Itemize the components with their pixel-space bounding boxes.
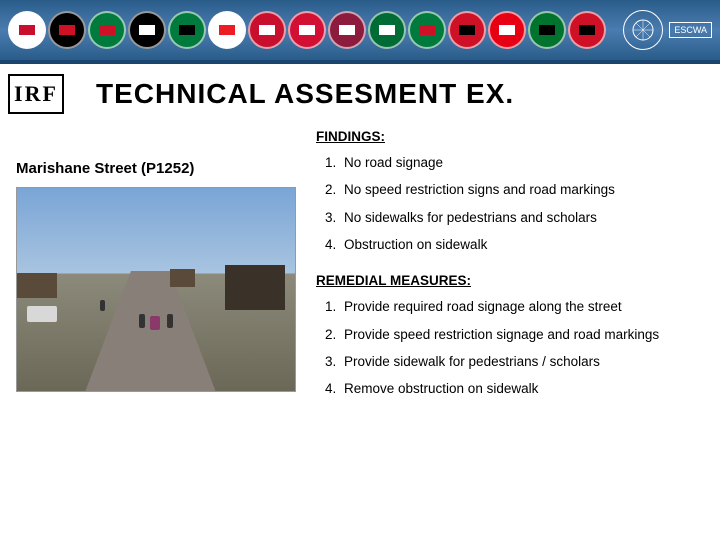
remedial-heading: REMEDIAL MEASURES: [316, 272, 702, 290]
flag-icon [328, 11, 366, 49]
right-column: FINDINGS: No road signage No speed restr… [316, 128, 702, 407]
list-item: Provide sidewalk for pedestrians / schol… [340, 353, 702, 371]
list-item: Provide required road signage along the … [340, 298, 702, 316]
flag-icon [168, 11, 206, 49]
page-title: TECHNICAL ASSESMENT EX. [96, 78, 514, 110]
flag-strip [8, 11, 606, 49]
flag-icon [88, 11, 126, 49]
top-banner: ESCWA [0, 0, 720, 60]
escwa-label: ESCWA [669, 22, 712, 38]
flag-icon [568, 11, 606, 49]
content-area: Marishane Street (P1252) FINDINGS: No ro… [0, 122, 720, 407]
street-label: Marishane Street (P1252) [16, 160, 296, 177]
remedial-list: Provide required road signage along the … [316, 298, 702, 398]
flag-icon [248, 11, 286, 49]
flag-icon [8, 11, 46, 49]
findings-list: No road signage No speed restriction sig… [316, 154, 702, 254]
list-item: No road signage [340, 154, 702, 172]
list-item: Obstruction on sidewalk [340, 236, 702, 254]
flag-icon [208, 11, 246, 49]
flag-icon [488, 11, 526, 49]
list-item: Remove obstruction on sidewalk [340, 380, 702, 398]
title-row: IRF TECHNICAL ASSESMENT EX. [0, 64, 720, 122]
flag-icon [448, 11, 486, 49]
flag-icon [408, 11, 446, 49]
flag-icon [128, 11, 166, 49]
flag-icon [288, 11, 326, 49]
irf-logo: IRF [8, 74, 64, 114]
flag-icon [368, 11, 406, 49]
list-item: No speed restriction signs and road mark… [340, 181, 702, 199]
street-photo [16, 187, 296, 392]
flag-icon [528, 11, 566, 49]
flag-icon [48, 11, 86, 49]
right-logo-group: ESCWA [623, 10, 712, 50]
findings-heading: FINDINGS: [316, 128, 702, 146]
un-logo-icon [623, 10, 663, 50]
list-item: No sidewalks for pedestrians and scholar… [340, 209, 702, 227]
left-column: Marishane Street (P1252) [16, 128, 296, 407]
list-item: Provide speed restriction signage and ro… [340, 326, 702, 344]
